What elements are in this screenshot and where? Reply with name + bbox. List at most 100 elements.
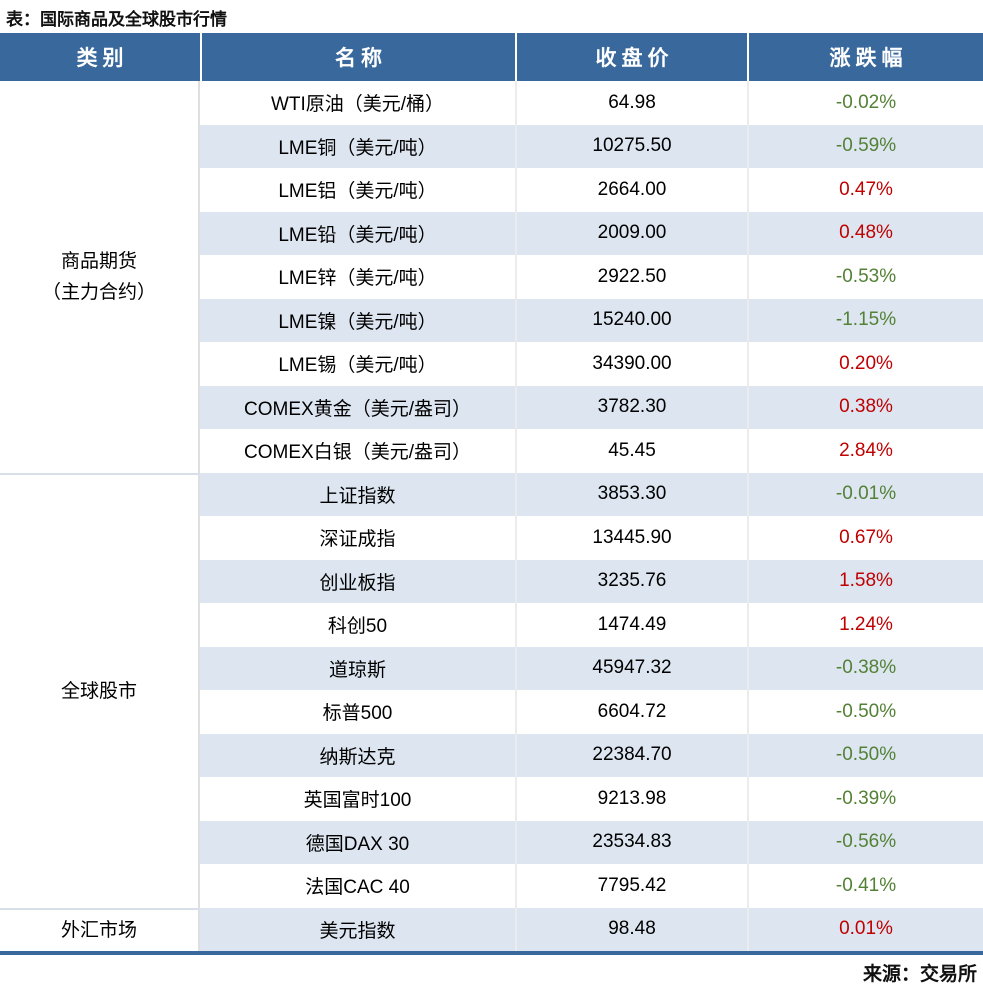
- header-close-price: 收盘价: [515, 33, 747, 81]
- table-row: LME锌（美元/吨） 2922.50 -0.53%: [200, 255, 983, 299]
- change-percent-cell: -0.38%: [747, 646, 983, 690]
- instrument-name-cell: LME铜（美元/吨）: [278, 137, 437, 159]
- instrument-name-cell: 深证成指: [319, 529, 396, 551]
- table-row: LME铅（美元/吨） 2009.00 0.48%: [200, 211, 983, 255]
- table-row: 法国CAC 40 7795.42 -0.41%: [200, 864, 983, 908]
- instrument-name-cell: 上证指数: [319, 485, 396, 507]
- close-price-cell: 45947.32: [515, 646, 747, 690]
- close-price-cell: 2922.50: [515, 255, 747, 299]
- close-price-cell: 7795.42: [515, 864, 747, 908]
- table-bottom-border: [0, 951, 983, 955]
- close-price-cell: 13445.90: [515, 516, 747, 560]
- change-percent-cell: -0.59%: [747, 124, 983, 168]
- change-percent-cell: 1.24%: [747, 603, 983, 647]
- change-percent-cell: 0.67%: [747, 516, 983, 560]
- change-percent-cell: -0.53%: [747, 255, 983, 299]
- change-percent-cell: -0.01%: [747, 472, 983, 516]
- instrument-name-cell: LME锌（美元/吨）: [278, 268, 437, 290]
- header-category: 类别: [76, 47, 129, 70]
- instrument-name-cell: 科创50: [327, 616, 388, 638]
- instrument-name-cell: 美元指数: [319, 920, 396, 942]
- table-title: 表：国际商品及全球股市行情: [6, 10, 227, 29]
- table-section-1: 商品期货 （主力合约） WTI原油（美元/桶） 64.98 -0.02% LME铜（美元/…: [0, 81, 983, 473]
- instrument-name-cell: 德国DAX 30: [305, 833, 410, 855]
- change-percent-cell: 0.20%: [747, 342, 983, 386]
- table-row: COMEX白银（美元/盎司） 45.45 2.84%: [200, 429, 983, 473]
- table-row: LME铜（美元/吨） 10275.50 -0.59%: [200, 124, 983, 168]
- close-price-cell: 34390.00: [515, 342, 747, 386]
- close-price-cell: 3235.76: [515, 559, 747, 603]
- change-percent-cell: 2.84%: [747, 429, 983, 473]
- close-price-cell: 64.98: [515, 81, 747, 125]
- table-row: 德国DAX 30 23534.83 -0.56%: [200, 820, 983, 864]
- change-percent-cell: 0.47%: [747, 168, 983, 212]
- table-row: 科创50 1474.49 1.24%: [200, 603, 983, 647]
- instrument-name-cell: 英国富时100: [303, 790, 412, 812]
- close-price-cell: 2009.00: [515, 211, 747, 255]
- category-cell: 外汇市场: [0, 907, 200, 951]
- instrument-name-cell: 法国CAC 40: [305, 877, 410, 899]
- close-price-cell: 98.48: [515, 907, 747, 951]
- close-price-cell: 9213.98: [515, 777, 747, 821]
- change-percent-cell: -0.50%: [747, 733, 983, 777]
- change-percent-cell: -0.39%: [747, 777, 983, 821]
- header-change: 涨跌幅: [747, 33, 983, 81]
- close-price-cell: 15240.00: [515, 298, 747, 342]
- instrument-name-cell: 道琼斯: [328, 659, 386, 681]
- table-row: WTI原油（美元/桶） 64.98 -0.02%: [200, 81, 983, 125]
- close-price-cell: 1474.49: [515, 603, 747, 647]
- change-percent-cell: -1.15%: [747, 298, 983, 342]
- instrument-name-cell: 纳斯达克: [319, 746, 396, 768]
- close-price-cell: 3782.30: [515, 385, 747, 429]
- category-label: 全球股市: [60, 680, 137, 702]
- table-row: 美元指数 98.48 0.01%: [200, 907, 983, 951]
- table-section-2: 全球股市 上证指数 3853.30 -0.01% 深证成指 13445.90 0.67% 创业…: [0, 472, 983, 908]
- instrument-name-cell: 标普500: [322, 703, 393, 725]
- section-rows: WTI原油（美元/桶） 64.98 -0.02% LME铜（美元/吨） 10275.50…: [200, 81, 983, 473]
- table-row: LME铝（美元/吨） 2664.00 0.47%: [200, 168, 983, 212]
- change-percent-cell: -0.50%: [747, 690, 983, 734]
- table-row: 标普500 6604.72 -0.50%: [200, 690, 983, 734]
- close-price-cell: 2664.00: [515, 168, 747, 212]
- instrument-name-cell: WTI原油（美元/桶）: [270, 94, 445, 116]
- table-row: COMEX黄金（美元/盎司） 3782.30 0.38%: [200, 385, 983, 429]
- change-percent-cell: 0.01%: [747, 907, 983, 951]
- instrument-name-cell: LME铅（美元/吨）: [278, 224, 437, 246]
- change-percent-cell: -0.56%: [747, 820, 983, 864]
- close-price-cell: 10275.50: [515, 124, 747, 168]
- change-percent-cell: -0.41%: [747, 864, 983, 908]
- table-row: LME锡（美元/吨） 34390.00 0.20%: [200, 342, 983, 386]
- change-percent-cell: -0.02%: [747, 81, 983, 125]
- close-price-cell: 3853.30: [515, 472, 747, 516]
- section-rows: 上证指数 3853.30 -0.01% 深证成指 13445.90 0.67% 创业板指 32…: [200, 472, 983, 908]
- table-body: 商品期货 （主力合约） WTI原油（美元/桶） 64.98 -0.02% LME铜（美元/…: [0, 81, 983, 951]
- table-row: LME镍（美元/吨） 15240.00 -1.15%: [200, 298, 983, 342]
- instrument-name-cell: LME锡（美元/吨）: [278, 355, 437, 377]
- instrument-name-cell: COMEX黄金（美元/盎司）: [244, 398, 471, 420]
- instrument-name-cell: 创业板指: [319, 572, 396, 594]
- change-percent-cell: 0.48%: [747, 211, 983, 255]
- close-price-cell: 23534.83: [515, 820, 747, 864]
- category-label: （主力合约）: [41, 281, 156, 303]
- instrument-name-cell: COMEX白银（美元/盎司）: [244, 442, 471, 464]
- table-row: 创业板指 3235.76 1.58%: [200, 559, 983, 603]
- source-label: 来源：交易所: [862, 964, 977, 985]
- table-row: 英国富时100 9213.98 -0.39%: [200, 777, 983, 821]
- close-price-cell: 45.45: [515, 429, 747, 473]
- close-price-cell: 22384.70: [515, 733, 747, 777]
- table-row: 上证指数 3853.30 -0.01%: [200, 472, 983, 516]
- change-percent-cell: 0.38%: [747, 385, 983, 429]
- section-rows: 美元指数 98.48 0.01%: [200, 907, 983, 951]
- table-row: 纳斯达克 22384.70 -0.50%: [200, 733, 983, 777]
- table-row: 深证成指 13445.90 0.67%: [200, 516, 983, 560]
- category-label: 外汇市场: [60, 919, 137, 941]
- change-percent-cell: 1.58%: [747, 559, 983, 603]
- table-row: 道琼斯 45947.32 -0.38%: [200, 646, 983, 690]
- table-header-row: 类别 名称 收盘价 涨跌幅: [0, 33, 983, 81]
- category-cell: 商品期货 （主力合约）: [0, 81, 200, 473]
- instrument-name-cell: LME镍（美元/吨）: [278, 311, 437, 333]
- header-name: 名称: [200, 33, 515, 81]
- close-price-cell: 6604.72: [515, 690, 747, 734]
- instrument-name-cell: LME铝（美元/吨）: [278, 181, 437, 203]
